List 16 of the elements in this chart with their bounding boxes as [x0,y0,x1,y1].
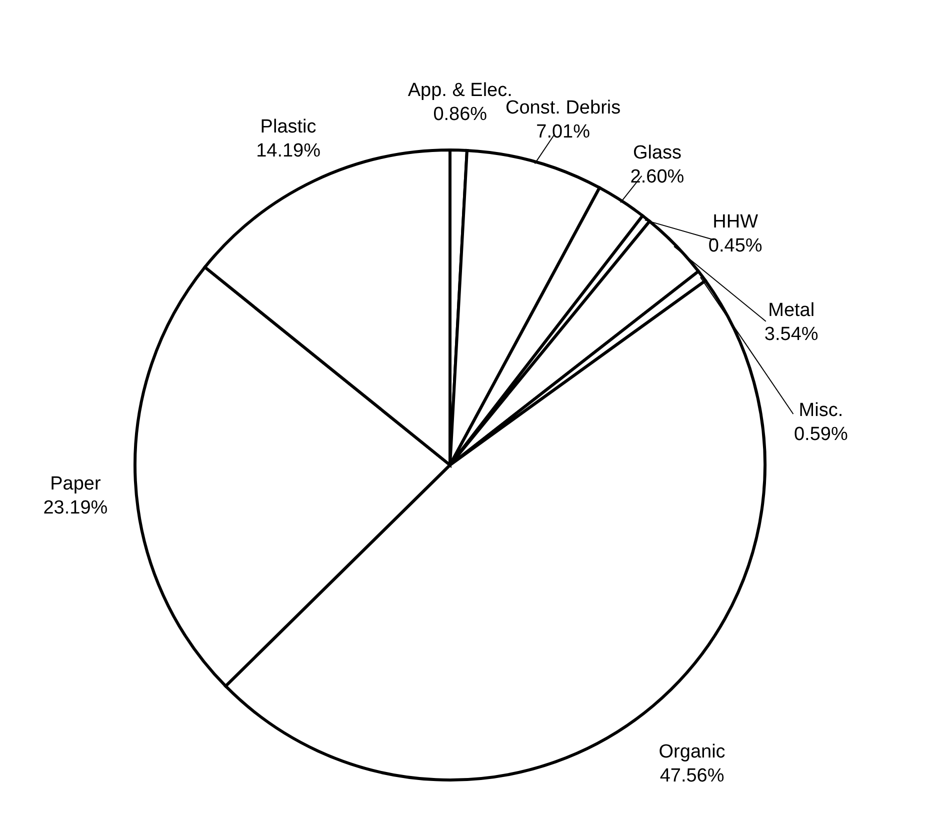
slice-label: HHW [712,212,758,233]
data-label: 0.59% [794,424,848,445]
slice-label: Organic [658,741,726,762]
slice-label: Plastic [260,116,316,138]
slice-label: Metal [768,300,815,321]
data-label: 14.19% [256,140,321,162]
data-label: 3.54% [764,324,818,345]
data-label: 23.19% [43,498,108,519]
data-label: 0.86% [433,104,488,126]
data-label: 2.60% [630,166,684,188]
data-label: 7.01% [536,121,590,142]
slice-label: Glass [632,142,682,164]
slice-label: Misc. [798,400,844,421]
data-label: 0.45% [708,236,762,257]
slice-label: Paper [50,474,102,495]
data-label: 47.56% [660,765,724,786]
